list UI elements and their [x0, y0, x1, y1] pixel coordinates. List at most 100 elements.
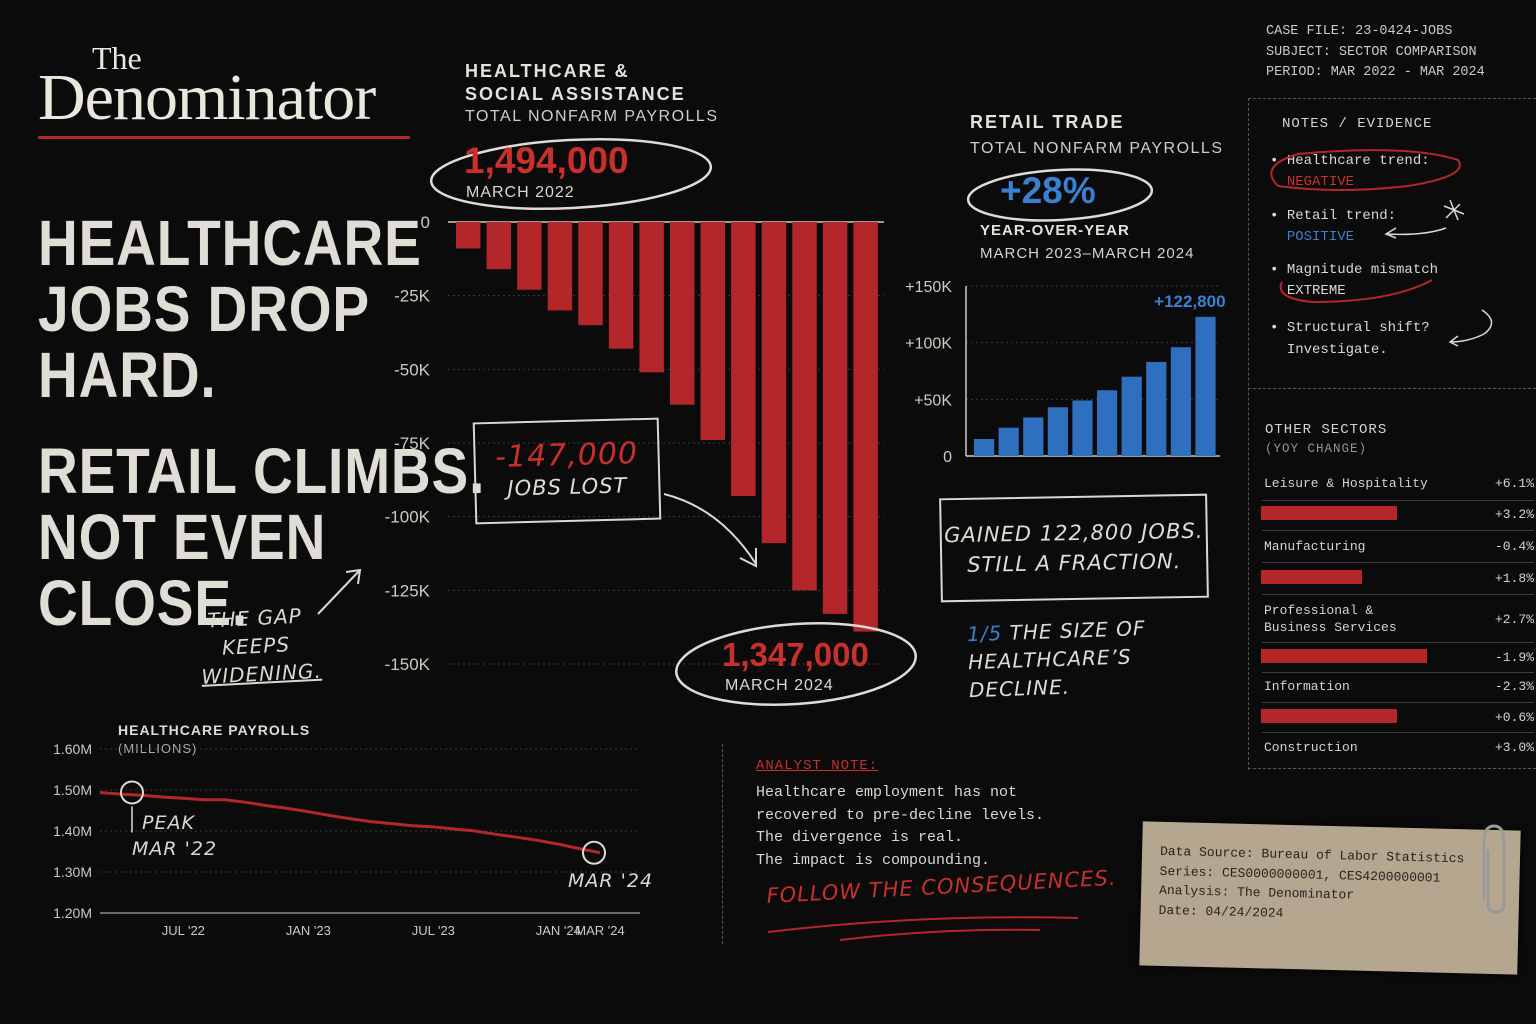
analyst-cta: FOLLOW THE CONSEQUENCES. — [766, 865, 1117, 908]
sector-name: Construction — [1264, 740, 1358, 755]
sectors-subtitle: (YOY CHANGE) — [1265, 442, 1368, 456]
bar — [1170, 347, 1191, 456]
y-tick-label: 1.20M — [53, 905, 92, 921]
divider — [1262, 594, 1534, 595]
gap-note-line: WIDENING. — [200, 658, 323, 689]
retail-period: MARCH 2023–MARCH 2024 — [980, 245, 1195, 262]
start-label: MARCH 2022 — [466, 184, 575, 201]
bar — [608, 222, 634, 349]
end-marker — [582, 840, 606, 865]
bar — [761, 222, 787, 544]
x-tick-label: JUL '23 — [412, 923, 455, 938]
note-label: Structural shift? — [1286, 320, 1430, 336]
extreme-underline — [1279, 279, 1433, 304]
bar — [731, 222, 756, 497]
bar — [822, 222, 848, 614]
sector-value: -0.4% — [1494, 539, 1534, 554]
divider — [1262, 672, 1534, 673]
source-note: Data Source: Bureau of Labor Statistics … — [1139, 821, 1521, 975]
sector-value: +3.0% — [1494, 740, 1534, 755]
note-item: • Magnitude mismatch EXTREME — [1270, 262, 1439, 299]
y-tick-label: 1.40M — [53, 823, 92, 839]
analyst-title: ANALYST NOTE: — [756, 758, 879, 774]
line-chart-subtitle: (MILLIONS) — [118, 741, 198, 756]
note-label: Healthcare trend: — [1286, 153, 1430, 169]
divider — [1248, 388, 1536, 390]
divider — [1262, 530, 1534, 531]
sector-bar — [1261, 649, 1427, 663]
headline-block-2: RETAIL CLIMBS. NOT EVEN CLOSE. — [38, 438, 485, 636]
divider — [1262, 702, 1534, 703]
y-tick-label: +50K — [914, 392, 952, 409]
bar — [853, 222, 878, 632]
divider — [1248, 768, 1536, 770]
end-value-circle — [675, 621, 917, 707]
y-tick-label: 1.50M — [53, 782, 92, 798]
healthcare-title-line: SOCIAL ASSISTANCE — [465, 84, 686, 104]
masthead-title: Denominator — [38, 61, 376, 134]
retail-bar-chart: 0 +50K +100K +150K +122,800 — [905, 279, 1225, 466]
y-tick-label: 0 — [421, 213, 430, 232]
retail-change: +28% — [1000, 170, 1096, 211]
sector-name: Manufacturing — [1264, 539, 1366, 554]
notes-title: NOTES / EVIDENCE — [1282, 116, 1433, 132]
bar — [639, 222, 664, 373]
case-file: CASE FILE: 23-0424-JOBS SUBJECT: SECTOR … — [1266, 22, 1485, 84]
end-annotation: MAR '24 — [568, 870, 654, 892]
sector-bar — [1261, 570, 1362, 584]
x-tick-label: MAR '24 — [575, 923, 624, 938]
peak-annotation-line: PEAK — [142, 812, 195, 834]
fraction-note: 1/5 THE SIZE OF HEALTHCARE’S DECLINE. — [967, 612, 1210, 704]
analyst-line: The divergence is real. — [756, 829, 964, 846]
x-tick-label: JAN '23 — [286, 923, 331, 938]
gap-note: THE GAP KEEPS WIDENING. — [198, 601, 323, 691]
sector-bar-value: +3.2% — [1494, 507, 1534, 522]
healthcare-title: HEALTHCARE & SOCIAL ASSISTANCE — [465, 60, 686, 106]
sector-name-line: Business Services — [1264, 620, 1397, 635]
headline-line: HARD. — [38, 339, 217, 411]
bar — [670, 222, 695, 405]
bar — [1121, 376, 1142, 456]
healthcare-subtitle: TOTAL NONFARM PAYROLLS — [465, 108, 719, 125]
note-item: • Retail trend: POSITIVE — [1270, 208, 1397, 245]
bar — [1146, 361, 1167, 456]
note-item: • Structural shift? Investigate. — [1270, 320, 1430, 358]
bar — [517, 222, 542, 290]
fraction-value: 1/5 — [966, 620, 1003, 647]
y-tick-label: 1.30M — [53, 864, 92, 880]
headline-block-1: HEALTHCARE JOBS DROP HARD. — [38, 210, 422, 408]
sector-bar — [1261, 709, 1397, 723]
divider — [1262, 642, 1534, 643]
gained-note-line: GAINED 122,800 JOBS. — [943, 518, 1204, 548]
bar — [974, 439, 995, 456]
gap-note-line: THE GAP — [206, 603, 303, 633]
jobs-lost-arrow-icon — [663, 493, 757, 568]
jobs-lost-value: -147,000 — [494, 436, 639, 475]
end-value: 1,347,000 — [722, 636, 869, 673]
note-value: POSITIVE — [1286, 229, 1355, 245]
retail-subtitle: TOTAL NONFARM PAYROLLS — [970, 140, 1224, 157]
headline-line: NOT EVEN — [38, 501, 327, 573]
jobs-lost-label: JOBS LOST — [507, 473, 628, 501]
sector-name: Information — [1264, 679, 1350, 694]
y-tick-label: -150K — [385, 655, 431, 674]
retail-change-label: YEAR-OVER-YEAR — [980, 222, 1130, 239]
peak-annotation: PEAK MAR '22 — [132, 810, 217, 862]
gained-box: GAINED 122,800 JOBS. STILL A FRACTION. — [939, 493, 1209, 603]
cta-underline — [767, 916, 1079, 941]
healthcare-title-line: HEALTHCARE & — [465, 61, 630, 81]
sector-value: -2.3% — [1494, 679, 1534, 694]
bar — [792, 222, 817, 591]
fraction-note-text: HEALTHCARE’S DECLINE. — [967, 644, 1133, 703]
bar — [1097, 390, 1118, 456]
start-value: 1,494,000 — [464, 140, 629, 181]
y-tick-label: -50K — [394, 360, 431, 379]
peak-annotation-line: MAR '22 — [132, 838, 218, 860]
bar — [1195, 316, 1216, 456]
divider — [1262, 562, 1534, 563]
headline-line: CLOSE. — [38, 567, 249, 639]
note-value: EXTREME — [1286, 283, 1346, 299]
note-value: Investigate. — [1286, 342, 1388, 358]
case-file-line: CASE FILE: 23-0424-JOBS — [1266, 24, 1453, 39]
end-label: MARCH 2024 — [725, 677, 834, 694]
